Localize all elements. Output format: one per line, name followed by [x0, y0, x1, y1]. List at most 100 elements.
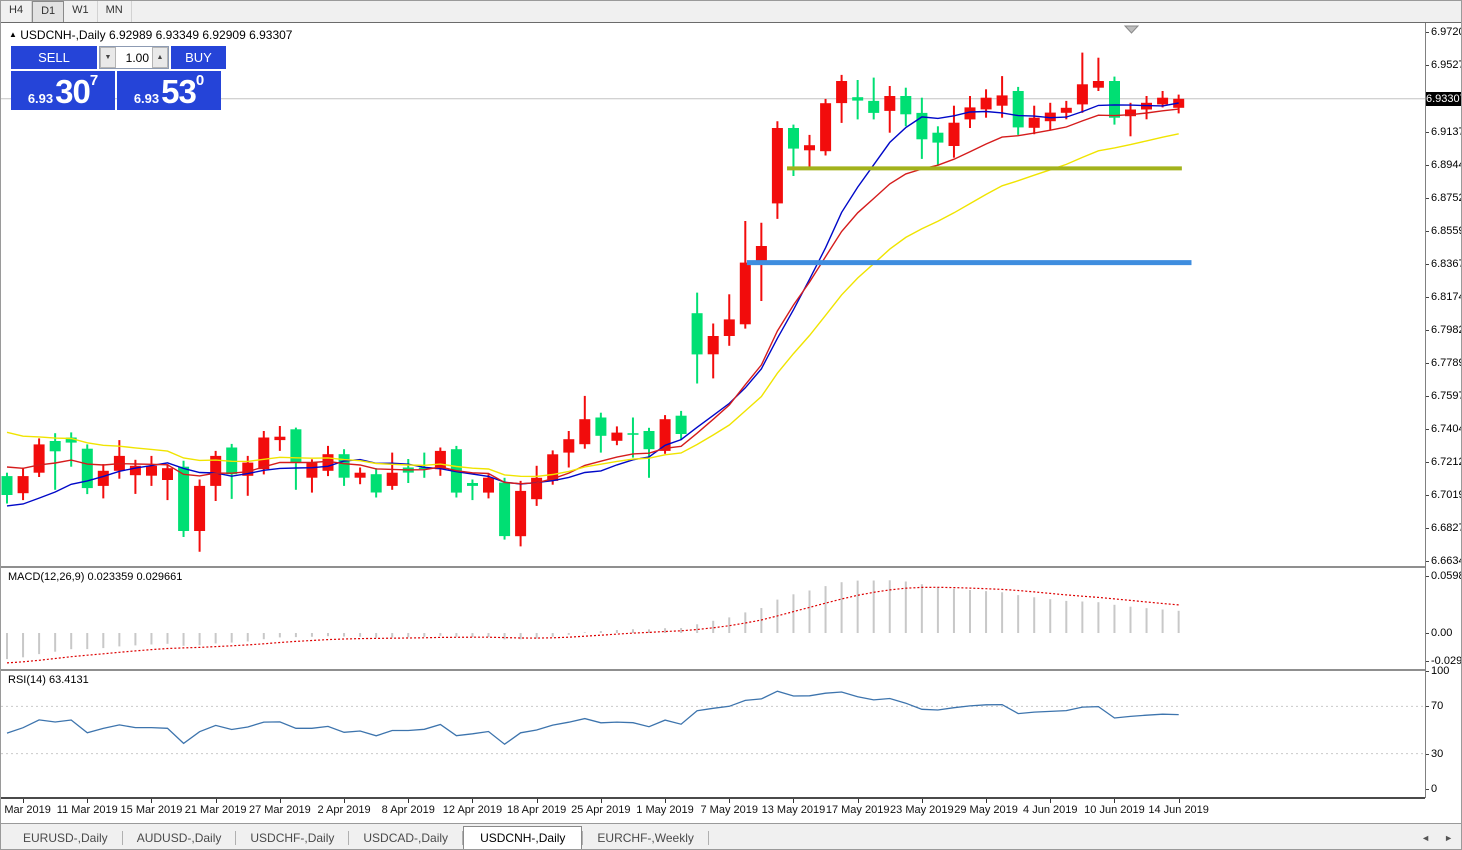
date-label: 23 May 2019: [890, 804, 954, 816]
tab-scroll-right-icon[interactable]: ►: [1444, 833, 1453, 843]
price-scale[interactable]: 6.93307 6.97200 6.95275 6.91370 6.89445 6.87…: [1425, 22, 1462, 798]
candle-body: [932, 132, 944, 143]
candle-body: [274, 436, 286, 441]
candle-body: [483, 477, 494, 493]
price-tick-label: 6.97200: [1431, 26, 1461, 38]
chart-tab-usdcnh-daily[interactable]: USDCNH-,Daily: [463, 826, 583, 849]
date-tick: [472, 799, 474, 803]
tab-scroll-buttons: ◄ ►: [1421, 833, 1453, 843]
candle-body: [579, 419, 591, 445]
date-tick: [1178, 799, 1180, 803]
rsi-scale-label-tick: [1426, 671, 1429, 672]
tab-scroll-left-icon[interactable]: ◄: [1421, 833, 1431, 843]
chart-title: ▲ USDCNH-,Daily 6.92989 6.93349 6.92909 …: [9, 28, 292, 42]
candle-body: [65, 437, 77, 443]
shift-marker-icon[interactable]: [1123, 25, 1140, 34]
rsi-scale-label-tick: [1426, 789, 1429, 790]
price-tick-label: 6.72120: [1431, 456, 1461, 469]
candle-body: [290, 429, 302, 463]
timeframe-button-mn[interactable]: MN: [98, 1, 132, 22]
buy-price-box[interactable]: 6.93 53 0: [117, 71, 221, 110]
candle-body: [595, 417, 607, 436]
date-label: 25 Apr 2019: [571, 804, 631, 816]
chart-tab-audusd-daily[interactable]: AUDUSD-,Daily: [136, 831, 222, 845]
macd-scale-label: 0.00: [1431, 627, 1453, 639]
price-tick-label-tick: [1426, 32, 1429, 33]
sell-price-small: 6.93: [27, 91, 54, 106]
chart-tab-eurchf-weekly[interactable]: EURCHF-,Weekly: [597, 831, 694, 845]
price-tick-label: 6.83670: [1431, 257, 1461, 270]
date-tick: [344, 799, 346, 803]
sell-price-box[interactable]: 6.93 30 7: [11, 71, 115, 110]
candle-body: [627, 433, 639, 435]
date-label: 27 Mar 2019: [248, 804, 311, 816]
candlestick-series: [1, 52, 1185, 552]
chart-tab-usdchf-daily[interactable]: USDCHF-,Daily: [250, 831, 335, 845]
pane-separator-macd[interactable]: [1, 566, 1425, 568]
candle-body: [820, 103, 832, 152]
price-tick-label-tick: [1426, 330, 1429, 331]
candle-body: [707, 336, 719, 355]
candle-body: [547, 454, 559, 481]
rsi-line: [6, 690, 1179, 746]
price-tick-label-tick: [1426, 495, 1429, 497]
ohlc-quotes: 6.92989 6.93349 6.92909 6.93307: [108, 28, 293, 42]
tab-separator: [235, 831, 237, 845]
buy-button[interactable]: BUY: [171, 46, 226, 69]
date-label: 12 Apr 2019: [442, 804, 503, 816]
date-tick: [921, 799, 923, 803]
date-label: 1 May 2019: [636, 804, 694, 816]
chart-tab-eurusd-daily[interactable]: EURUSD-,Daily: [23, 831, 108, 845]
date-label: 17 May 2019: [825, 804, 890, 816]
date-axis[interactable]: 5 Mar 2019 11 Mar 2019 15 Mar 2019 21 Mar 2…: [1, 799, 1425, 823]
price-tick-label: 6.74045: [1431, 423, 1461, 436]
date-label: 8 Apr 2019: [381, 804, 435, 816]
candle-body: [210, 455, 222, 486]
volume-increase-icon[interactable]: ▲: [152, 47, 168, 68]
buy-price-big: 53: [161, 73, 197, 110]
candle-body: [306, 462, 318, 478]
timeframe-button-w1[interactable]: W1: [64, 1, 98, 22]
sell-button[interactable]: SELL: [11, 46, 97, 69]
candle-body: [1, 476, 13, 495]
candle-body: [964, 107, 976, 120]
chart-tab-usdcad-daily[interactable]: USDCAD-,Daily: [363, 831, 449, 845]
price-tick-label: 6.85595: [1431, 224, 1461, 237]
collapse-triangle-icon[interactable]: ▲: [9, 30, 17, 39]
volume-value[interactable]: 1.00: [125, 50, 149, 65]
macd-scale-label: 0.0598: [1431, 570, 1462, 583]
date-label: 10 Jun 2019: [1084, 804, 1145, 816]
candle-body: [499, 482, 511, 537]
candle-body: [611, 432, 623, 441]
date-label: 29 May 2019: [954, 804, 1018, 816]
candle-body: [948, 122, 960, 146]
candle-body: [178, 466, 190, 531]
candle-body: [675, 415, 687, 434]
candle-body: [354, 472, 366, 478]
pane-separator-rsi[interactable]: [1, 669, 1425, 671]
timeframe-button-h4[interactable]: H4: [1, 1, 33, 22]
sell-price-big: 30: [55, 73, 91, 110]
date-label: 5 Mar 2019: [0, 804, 51, 816]
timeframe-toolbar: H4 D1 W1 MN: [1, 1, 1461, 23]
chart-canvas[interactable]: [1, 1, 1425, 823]
candle-body: [33, 444, 45, 473]
price-tick-label-tick: [1426, 164, 1429, 166]
candle-body: [739, 262, 751, 325]
tab-separator: [707, 831, 709, 845]
candle-body: [1157, 97, 1169, 105]
macd-label: MACD(12,26,9) 0.023359 0.029661: [8, 571, 183, 583]
volume-decrease-icon[interactable]: ▼: [100, 47, 116, 68]
buy-price-small: 6.93: [133, 91, 160, 106]
candle-body: [194, 485, 206, 531]
price-tick-label-tick: [1426, 429, 1429, 431]
candle-body: [1028, 117, 1040, 128]
price-tick-label-tick: [1426, 263, 1429, 265]
date-label: 11 Mar 2019: [56, 804, 118, 816]
rsi-scale-label: 30: [1431, 747, 1444, 760]
timeframe-button-d1[interactable]: D1: [32, 1, 65, 22]
candle-body: [370, 474, 382, 493]
candle-body: [81, 448, 93, 489]
candle-body: [916, 112, 928, 140]
